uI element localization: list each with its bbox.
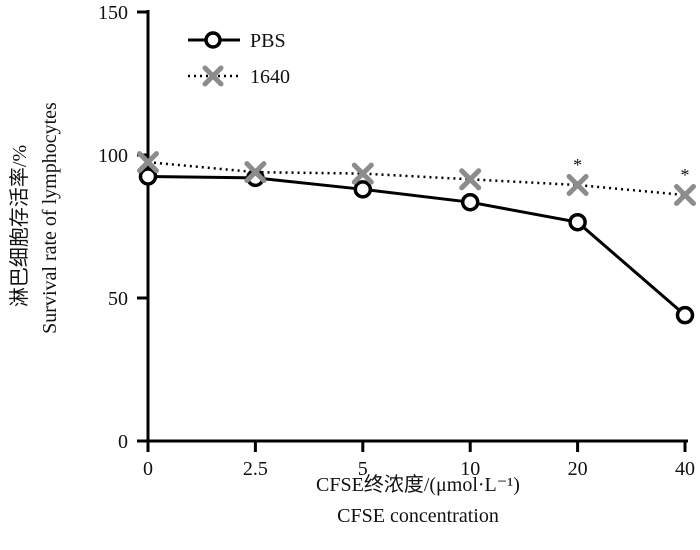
series-pbs-line: [147, 174, 686, 317]
x-tick-label: 5: [358, 458, 368, 480]
pbs-point: [138, 167, 158, 186]
pbs-point: [353, 180, 373, 199]
series-1640-point: [351, 162, 374, 185]
series-1640-point: [674, 184, 696, 207]
legend-1640-label: 1640: [250, 66, 290, 88]
y-tick-label: 100: [98, 145, 128, 167]
x-axis-title-en: CFSE concentration: [337, 505, 499, 527]
legend-1640-marker: [202, 65, 224, 87]
pbs-point: [675, 305, 695, 325]
x-tick-label: 40: [675, 458, 695, 480]
significance-annotations: **: [573, 155, 689, 185]
significance-marker: *: [681, 165, 690, 185]
legend-pbs-label: PBS: [250, 30, 286, 52]
significance-marker: *: [573, 155, 582, 175]
x-axis-title-cn: CFSE终浓度/(μmol·L⁻¹): [316, 473, 520, 496]
y-tick-label: 50: [108, 288, 128, 310]
x-tick-label: 20: [568, 458, 588, 480]
legend: PBS 1640: [188, 30, 290, 88]
y-axis-title-cn: 淋巴细胞存活率/%: [8, 145, 31, 307]
series-1640-point: [459, 168, 482, 191]
pbs-point: [568, 212, 587, 232]
x-tick-label: 10: [460, 458, 480, 480]
legend-pbs-marker: [204, 31, 222, 49]
series-layer: [137, 151, 696, 325]
pbs-point: [460, 192, 480, 212]
series-1640-point: [566, 174, 589, 197]
series-1640-point: [137, 151, 159, 174]
y-tick-label: 150: [98, 2, 128, 24]
y-axis-title-en: Survival rate of lymphocytes: [39, 102, 61, 334]
x-axis-ticks: 0 2.5 5 10 20 40: [143, 441, 695, 480]
x-tick-label: 0: [143, 458, 153, 480]
series-1640-point: [244, 161, 267, 184]
y-tick-label: 0: [118, 431, 128, 453]
x-tick-label: 2.5: [243, 458, 268, 480]
y-axis-ticks: 0 50 100 150: [98, 2, 148, 453]
